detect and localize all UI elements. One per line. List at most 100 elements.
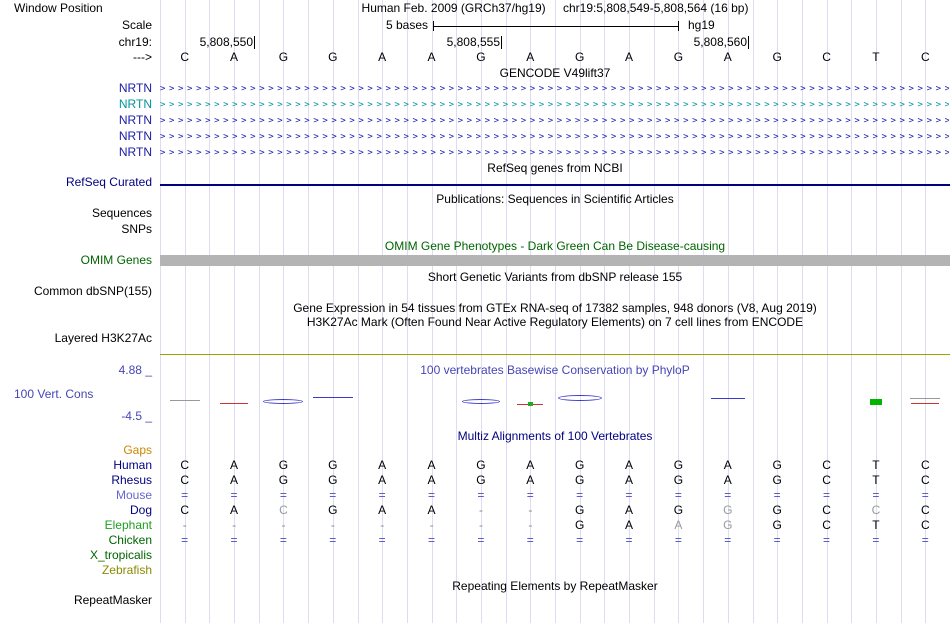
alignment-base: A: [526, 458, 535, 472]
base-gridline: [184, 0, 186, 623]
gene-arrow-line[interactable]: >>>>>>>>>>>>>>>>>>>>>>>>>>>>>>>>>>>>>>>>…: [160, 84, 949, 94]
conservation-mark: [461, 399, 500, 404]
alignment-base: T: [872, 458, 880, 472]
alignment-base: G: [278, 458, 289, 472]
publications-track-title[interactable]: Publications: Sequences in Scientific Ar…: [436, 192, 674, 206]
sequence-base: T: [872, 50, 880, 64]
window-position-label: Window Position: [14, 1, 103, 15]
multiz-track-title[interactable]: Multiz Alignments of 100 Vertebrates: [457, 429, 653, 443]
sequence-base: A: [378, 50, 387, 64]
alignment-base: C: [871, 503, 881, 517]
base-gridline: [431, 0, 433, 623]
base-gridline: [752, 0, 754, 623]
omim-track-title[interactable]: OMIM Gene Phenotypes - Dark Green Can Be…: [384, 239, 726, 253]
window-position-value: Human Feb. 2009 (GRCh37/hg19) chr19:5,80…: [160, 2, 950, 15]
gencode-gene-label[interactable]: NRTN: [118, 97, 152, 111]
alignment-base: =: [724, 533, 732, 547]
refseq-curated-line[interactable]: [160, 184, 950, 186]
refseq-track-title[interactable]: RefSeq genes from NCBI: [487, 161, 623, 175]
sequences-label[interactable]: Sequences: [91, 206, 152, 220]
base-gridline: [826, 0, 828, 623]
phylop-track-title[interactable]: 100 vertebrates Basewise Conservation by…: [420, 363, 690, 377]
sequence-base: C: [822, 50, 831, 64]
species-label-zebrafish[interactable]: Zebrafish: [101, 563, 152, 577]
conservation-mark: [557, 395, 602, 401]
alignment-base: C: [920, 518, 930, 532]
gene-arrow-line[interactable]: >>>>>>>>>>>>>>>>>>>>>>>>>>>>>>>>>>>>>>>>…: [160, 148, 949, 158]
base-gridline: [308, 0, 310, 623]
alignment-base: G: [328, 458, 338, 472]
alignment-base: A: [625, 518, 634, 532]
alignment-base: -: [429, 518, 434, 532]
dbsnp-track-title[interactable]: Short Genetic Variants from dbSNP releas…: [427, 270, 683, 284]
repeatmasker-label[interactable]: RepeatMasker: [73, 593, 152, 607]
conservation-mark: [869, 399, 882, 405]
gene-arrow-line[interactable]: >>>>>>>>>>>>>>>>>>>>>>>>>>>>>>>>>>>>>>>>…: [160, 100, 949, 110]
omim-genes-bar[interactable]: [160, 255, 950, 266]
refseq-curated-label[interactable]: RefSeq Curated: [65, 175, 152, 189]
h3k27ac-baseline[interactable]: [160, 354, 950, 355]
phylop-track-label[interactable]: 100 Vert. Cons: [14, 387, 94, 401]
base-gridline: [777, 0, 779, 623]
gtex-track-title[interactable]: Gene Expression in 54 tissues from GTEx …: [293, 301, 817, 315]
species-label-dog[interactable]: Dog: [129, 503, 152, 517]
alignment-base: C: [822, 458, 831, 472]
alignment-base: =: [773, 533, 781, 547]
alignment-base: =: [872, 488, 880, 502]
alignment-base: =: [625, 488, 633, 502]
base-gridline: [900, 0, 902, 623]
alignment-base: G: [772, 518, 782, 532]
alignment-base: A: [625, 503, 634, 517]
sequence-base: A: [230, 50, 239, 64]
gencode-gene-label[interactable]: NRTN: [118, 113, 152, 127]
alignment-base: G: [328, 473, 338, 487]
species-label-chicken[interactable]: Chicken: [108, 533, 152, 547]
species-label-elephant[interactable]: Elephant: [104, 518, 152, 532]
alignment-base: C: [279, 503, 288, 517]
species-label-x_tropicalis[interactable]: X_tropicalis: [89, 548, 152, 562]
alignment-base: =: [428, 533, 436, 547]
scale-bracket-line: [434, 26, 678, 27]
omim-genes-label[interactable]: OMIM Genes: [80, 253, 152, 267]
gencode-gene-label[interactable]: NRTN: [118, 145, 152, 159]
gencode-gene-label[interactable]: NRTN: [118, 129, 152, 143]
alignment-base: =: [724, 488, 732, 502]
alignment-base: =: [823, 533, 831, 547]
alignment-base: =: [329, 488, 337, 502]
gaps-label[interactable]: Gaps: [123, 443, 152, 457]
alignment-base: G: [278, 473, 289, 487]
gene-arrow-line[interactable]: >>>>>>>>>>>>>>>>>>>>>>>>>>>>>>>>>>>>>>>>…: [160, 132, 949, 142]
conservation-mark: [710, 398, 745, 399]
alignment-base: A: [674, 518, 683, 532]
alignment-base: A: [427, 458, 436, 472]
species-label-mouse[interactable]: Mouse: [115, 488, 152, 502]
position-range: chr19:5,808,549-5,808,564 (16 bp): [562, 1, 749, 15]
layered-h3k27ac-label[interactable]: Layered H3K27Ac: [54, 331, 152, 345]
alignment-base: G: [673, 458, 684, 472]
base-gridline: [209, 0, 211, 623]
sequence-base: G: [673, 50, 684, 64]
alignment-base: G: [575, 458, 585, 472]
sequence-base: G: [278, 50, 289, 64]
common-dbsnp-label[interactable]: Common dbSNP(155): [33, 284, 152, 298]
alignment-base: =: [921, 488, 929, 502]
h3k27ac-track-title[interactable]: H3K27Ac Mark (Often Found Near Active Re…: [306, 315, 804, 329]
sequence-base: C: [920, 50, 930, 64]
alignment-base: G: [673, 503, 684, 517]
repeatmasker-track-title[interactable]: Repeating Elements by RepeatMasker: [452, 579, 658, 593]
gencode-gene-label[interactable]: NRTN: [118, 81, 152, 95]
alignment-base: -: [182, 518, 187, 532]
alignment-base: C: [180, 503, 190, 517]
alignment-base: =: [428, 488, 436, 502]
base-gridline: [456, 0, 458, 623]
species-label-rhesus[interactable]: Rhesus: [111, 473, 152, 487]
conservation-mark: [263, 399, 304, 404]
species-label-human[interactable]: Human: [113, 458, 152, 472]
snps-label[interactable]: SNPs: [121, 222, 152, 236]
gencode-track-title[interactable]: GENCODE V49lift37: [499, 66, 611, 80]
coordinate-tick: 5,808,560: [657, 36, 749, 49]
gene-arrow-line[interactable]: >>>>>>>>>>>>>>>>>>>>>>>>>>>>>>>>>>>>>>>>…: [160, 116, 949, 126]
conservation-mark: [312, 397, 353, 398]
alignment-base: -: [330, 518, 335, 532]
base-gridline: [604, 0, 606, 623]
